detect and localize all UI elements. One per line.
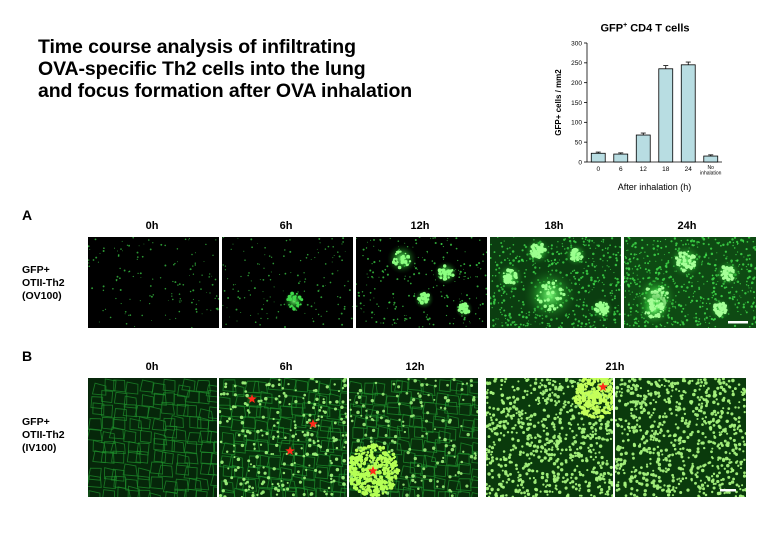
x-tick-label: No [708, 165, 715, 171]
panel-a-row-label-1: GFP+ [22, 264, 50, 276]
x-tick-label: 6 [619, 166, 623, 173]
chart-title-sup: + [623, 22, 628, 29]
panel-a-col-18h: 18h [544, 220, 564, 232]
panel-b-label: B [22, 348, 33, 364]
y-axis-label: GFP+ cells / mm2 [554, 69, 563, 136]
panel-a-image-18h [490, 237, 621, 328]
panel-b-row-label: GFP+ OTII-Th2 (IV100) [22, 416, 65, 455]
panel-b-image-12h [349, 378, 478, 497]
panel-b-col-21h: 21h [605, 361, 625, 373]
scale-bar [720, 489, 736, 492]
panel-a-col-0h: 0h [145, 220, 159, 232]
y-tick-label: 50 [575, 139, 583, 146]
chart-title-rest: CD4 T cells [627, 22, 690, 35]
panel-b-image-21h-left [486, 378, 613, 497]
bar [613, 153, 629, 163]
panel-a-label: A [22, 207, 33, 223]
focus-marker [368, 466, 378, 475]
panel-a-col-12h: 12h [410, 220, 430, 232]
x-tick-label: inhalation [700, 171, 722, 177]
panel-b-image-21h-right [615, 378, 746, 497]
bar [703, 155, 719, 163]
panel-a-row-label-3: (OV100) [22, 290, 62, 302]
panel-b-row-label-3: (IV100) [22, 442, 57, 454]
y-tick-label: 250 [571, 60, 582, 67]
bar [635, 134, 651, 163]
chart-title: GFP+ CD4 T cells [560, 22, 730, 35]
x-tick-label: 0 [596, 166, 600, 173]
focus-marker [285, 446, 295, 455]
panel-a-row-label-2: OTII-Th2 [22, 277, 65, 289]
bar [590, 152, 606, 163]
y-tick-label: 150 [571, 100, 582, 107]
panel-b-image-6h [219, 378, 347, 497]
panel-b-col-6h: 6h [279, 361, 293, 373]
y-tick-label: 100 [571, 120, 582, 127]
panel-a-image-6h [222, 237, 353, 328]
chart-title-main: GFP [600, 22, 624, 35]
panel-a-image-24h [624, 237, 756, 328]
x-axis-label: After inhalation (h) [618, 182, 692, 192]
title-line-3: and focus formation after OVA inhalation [38, 80, 413, 102]
scale-bar [728, 321, 748, 324]
panel-a-image-0h [88, 237, 219, 328]
panel-a-image-12h [356, 237, 487, 328]
panel-b-col-12h: 12h [405, 361, 425, 373]
focus-marker [247, 394, 257, 403]
y-tick-label: 200 [571, 80, 582, 87]
figure-title: Time course analysis of infiltrating OVA… [38, 36, 412, 102]
panel-a-col-6h: 6h [279, 220, 293, 232]
x-tick-label: 12 [640, 166, 648, 173]
x-tick-label: 18 [662, 166, 670, 173]
panel-a-col-24h: 24h [677, 220, 697, 232]
title-line-2: OVA-specific Th2 cells into the lung [38, 58, 366, 80]
focus-marker [308, 419, 318, 428]
focus-marker [598, 382, 608, 391]
bar-chart: 0 50 100 150 200 250 300 GFP+ cells / mm2 0 6 12 18… [554, 40, 722, 192]
panel-b-row-label-2: OTII-Th2 [22, 429, 65, 441]
bar [680, 64, 696, 163]
bar [658, 68, 674, 163]
title-line-1: Time course analysis of infiltrating [38, 36, 356, 58]
panel-b-image-0h [88, 378, 217, 497]
y-tick-label: 0 [578, 159, 582, 166]
y-tick-label: 300 [571, 40, 582, 47]
panel-b-row-label-1: GFP+ [22, 416, 50, 428]
panel-a-row-label: GFP+ OTII-Th2 (OV100) [22, 264, 65, 303]
x-tick-label: 24 [685, 166, 693, 173]
panel-b-col-0h: 0h [145, 361, 159, 373]
